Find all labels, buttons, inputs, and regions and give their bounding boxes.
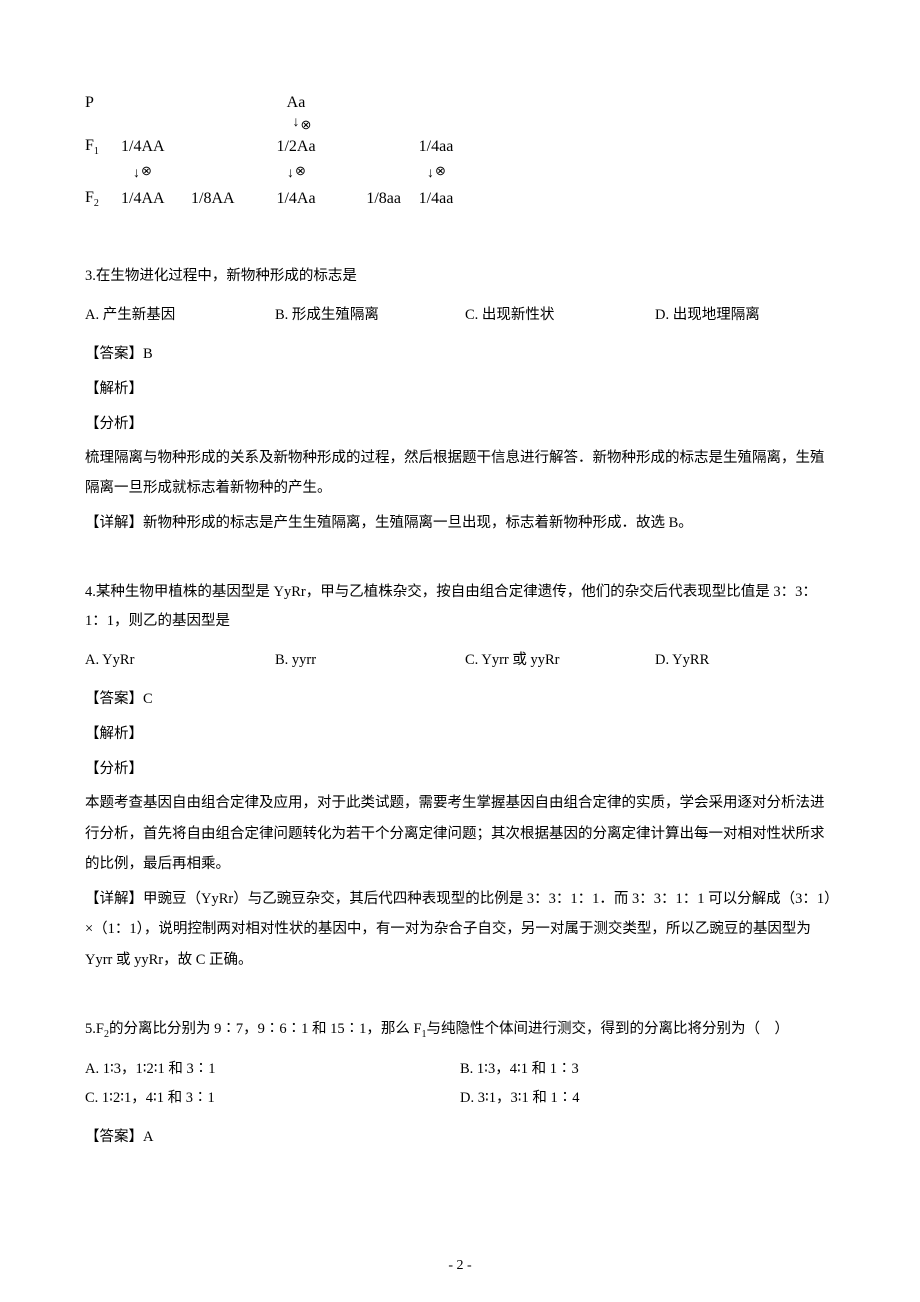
- diagram-row-f1-arrows: ↓⊗ ↓⊗ ↓⊗: [85, 160, 835, 186]
- f2-c1: 1/4AA: [121, 190, 191, 208]
- q3-text: 在生物进化过程中，新物种形成的标志是: [96, 268, 357, 284]
- q4-answer: 【答案】C: [85, 685, 835, 714]
- label-f2: F2: [85, 189, 121, 209]
- q4-options: A. YyRr B. yyrr C. Yyrr 或 yyRr D. YyRR: [85, 646, 835, 675]
- answer-value: C: [143, 691, 153, 707]
- q5-tail: 与纯隐性个体间进行测交，得到的分离比将分别为（ ）: [427, 1021, 790, 1037]
- f2-sub: 2: [94, 198, 99, 209]
- f2-c2: 1/8AA: [191, 190, 261, 208]
- arrow-down-icon: ↓: [293, 116, 300, 130]
- q5-opt-d: D. 3∶1，3∶1 和 1∶4: [460, 1084, 835, 1113]
- arrow-down-icon: ↓⊗: [133, 166, 151, 181]
- q5-options: A. 1∶3，1∶2∶1 和 3∶1 B. 1∶3，4∶1 和 1∶3 C. 1…: [85, 1055, 835, 1113]
- answer-label: 【答案】: [85, 346, 143, 362]
- q4-analysis: 本题考查基因自由组合定律及应用，对于此类试题，需要考生掌握基因自由组合定律的实质…: [85, 788, 835, 879]
- q5-number: 5.: [85, 1021, 96, 1037]
- q4-jiexi: 【解析】: [85, 720, 835, 749]
- selfcross-icon: ⊗: [301, 118, 312, 131]
- detail-label: 【详解】: [85, 891, 143, 907]
- q4-text: 某种生物甲植株的基因型是 YyRr，甲与乙植株杂交，按自由组合定律遗传，他们的杂…: [85, 584, 817, 629]
- page-number: - 2 -: [0, 1258, 920, 1274]
- q4-stem: 4.某种生物甲植株的基因型是 YyRr，甲与乙植株杂交，按自由组合定律遗传，他们…: [85, 578, 835, 636]
- detail-text: 新物种形成的标志是产生生殖隔离，生殖隔离一旦出现，标志着新物种形成．故选 B。: [143, 515, 693, 531]
- q3-opt-c: C. 出现新性状: [465, 301, 655, 330]
- q3-fenxi: 【分析】: [85, 410, 835, 439]
- q3-analysis: 梳理隔离与物种形成的关系及新物种形成的过程，然后根据题干信息进行解答．新物种形成…: [85, 443, 835, 504]
- arrow-down-icon: ↓⊗: [287, 166, 305, 181]
- q5-opt-a: A. 1∶3，1∶2∶1 和 3∶1: [85, 1055, 460, 1084]
- q4-opt-a: A. YyRr: [85, 646, 275, 675]
- answer-label: 【答案】: [85, 1129, 143, 1145]
- detail-text: 甲豌豆（YyRr）与乙豌豆杂交，其后代四种表现型的比例是 3：3：1：1．而 3…: [85, 891, 831, 968]
- q4-opt-d: D. YyRR: [655, 646, 709, 675]
- genetics-diagram: P Aa ↓ ⊗ F1 1/4AA 1/2Aa 1/4aa ↓⊗ ↓⊗ ↓⊗: [85, 90, 835, 212]
- f2-c4: 1/8aa: [331, 190, 401, 208]
- q4-opt-b: B. yyrr: [275, 646, 465, 675]
- f2-c5: 1/4aa: [401, 190, 471, 208]
- f1-left: 1/4AA: [121, 138, 191, 156]
- arrow-f1-center: ↓⊗: [261, 160, 331, 186]
- detail-label: 【详解】: [85, 515, 143, 531]
- q4-number: 4.: [85, 584, 96, 600]
- arrow-down-icon: ↓⊗: [427, 166, 445, 181]
- q3-stem: 3.在生物进化过程中，新物种形成的标志是: [85, 262, 835, 291]
- q3-jiexi: 【解析】: [85, 375, 835, 404]
- q5-opt-c: C. 1∶2∶1，4∶1 和 3∶1: [85, 1084, 460, 1113]
- q3-opt-a: A. 产生新基因: [85, 301, 275, 330]
- q4-fenxi: 【分析】: [85, 755, 835, 784]
- f1-center: 1/2Aa: [261, 138, 331, 156]
- f2-c3: 1/4Aa: [261, 190, 331, 208]
- diagram-row-p: P Aa: [85, 90, 835, 116]
- q5-mid: 的分离比分别为 9∶7，9∶6∶1 和 15∶1，那么 F: [109, 1021, 422, 1037]
- q4-opt-c: C. Yyrr 或 yyRr: [465, 646, 655, 675]
- f1-sub: 1: [94, 146, 99, 157]
- f2-prefix: F: [85, 189, 94, 206]
- p-genotype: Aa: [261, 94, 331, 112]
- q3-detail: 【详解】新物种形成的标志是产生生殖隔离，生殖隔离一旦出现，标志着新物种形成．故选…: [85, 508, 835, 538]
- q5-answer: 【答案】A: [85, 1123, 835, 1152]
- answer-value: A: [143, 1129, 153, 1145]
- arrow-f1-right: ↓⊗: [401, 160, 471, 186]
- selfcross-icon: ⊗: [295, 163, 306, 178]
- q3-number: 3.: [85, 268, 96, 284]
- q3-opt-d: D. 出现地理隔离: [655, 301, 760, 330]
- q5-opt-b: B. 1∶3，4∶1 和 1∶3: [460, 1055, 835, 1084]
- q5-f2a: F: [96, 1021, 104, 1037]
- q5-stem: 5.F2的分离比分别为 9∶7，9∶6∶1 和 15∶1，那么 F1与纯隐性个体…: [85, 1015, 835, 1045]
- q4-detail: 【详解】甲豌豆（YyRr）与乙豌豆杂交，其后代四种表现型的比例是 3：3：1：1…: [85, 884, 835, 975]
- q3-opt-b: B. 形成生殖隔离: [275, 301, 465, 330]
- label-p: P: [85, 94, 121, 112]
- q3-answer: 【答案】B: [85, 340, 835, 369]
- diagram-row-f2: F2 1/4AA 1/8AA 1/4Aa 1/8aa 1/4aa: [85, 186, 835, 212]
- diagram-row-f1: F1 1/4AA 1/2Aa 1/4aa: [85, 134, 835, 160]
- f1-prefix: F: [85, 137, 94, 154]
- label-f1: F1: [85, 137, 121, 157]
- f1-right: 1/4aa: [401, 138, 471, 156]
- answer-label: 【答案】: [85, 691, 143, 707]
- selfcross-icon: ⊗: [435, 163, 446, 178]
- selfcross-icon: ⊗: [141, 163, 152, 178]
- arrow-f1-left: ↓⊗: [121, 160, 191, 186]
- q3-options: A. 产生新基因 B. 形成生殖隔离 C. 出现新性状 D. 出现地理隔离: [85, 301, 835, 330]
- answer-value: B: [143, 346, 153, 362]
